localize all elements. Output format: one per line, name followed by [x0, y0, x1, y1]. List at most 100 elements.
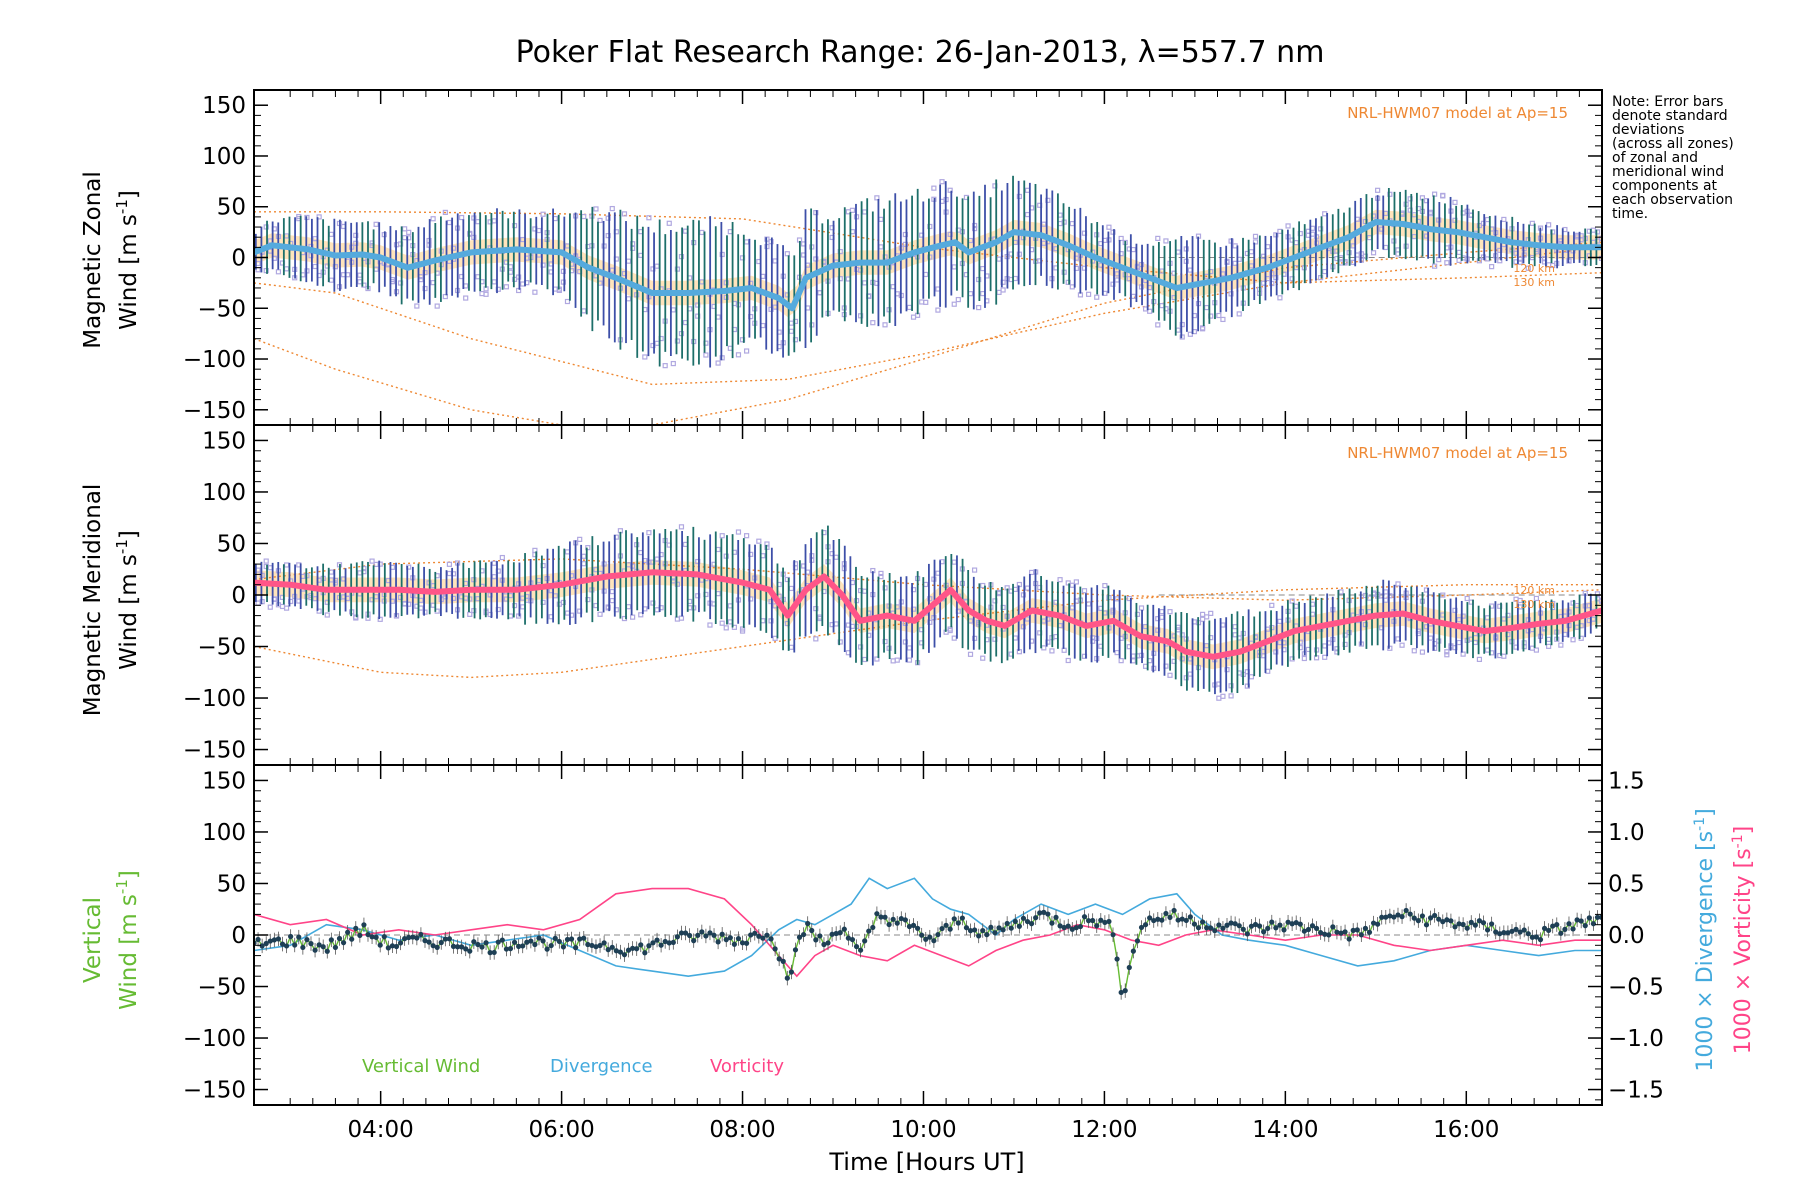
x-tick-label: 14:00 [1252, 1117, 1318, 1143]
vertical-wind-point [849, 936, 856, 943]
zone-sample-point [1252, 233, 1259, 239]
zone-sample-point [739, 626, 746, 632]
vertical-wind-point [1130, 948, 1136, 954]
vertical-wind-point [919, 932, 925, 938]
zone-sample-point [520, 604, 526, 610]
zone-sample-point [316, 214, 322, 220]
vertical-wind-point [1570, 926, 1576, 932]
zone-sample-point [715, 546, 721, 553]
vertical-wind-point [638, 942, 644, 948]
meridional-model-label: NRL-HWM07 model at Ap=15 [1347, 444, 1568, 462]
zone-sample-point [1444, 652, 1450, 658]
vertical-wind-point [577, 936, 583, 942]
vertical-wind-point [1594, 914, 1601, 920]
zone-sample-point [1322, 643, 1328, 649]
vertical-wind-point [902, 917, 908, 923]
vertical-wind-point [418, 931, 424, 938]
zone-sample-point [906, 657, 913, 663]
vertical-wind-point [691, 938, 697, 944]
zone-sample-point [906, 304, 913, 311]
vertical-wind-point [1370, 920, 1377, 926]
zone-sample-point [670, 360, 676, 367]
zone-sample-point [1387, 593, 1393, 599]
zone-sample-point [813, 605, 819, 612]
vertical-wind-point [511, 939, 518, 945]
note-line: components at [1612, 178, 1718, 194]
vertical-wind-point [450, 943, 457, 949]
zone-sample-point [833, 621, 839, 627]
x-axis-label: Time [Hours UT] [828, 1148, 1024, 1176]
zone-sample-point [650, 266, 656, 272]
vertical-wind-point [1155, 916, 1161, 922]
zone-sample-point [1179, 632, 1185, 638]
meridional-ylabel-line1: Magnetic Meridional [80, 484, 106, 717]
zone-sample-point [744, 533, 750, 539]
divergence-ylabel-text: 1000 × Divergence [s-1] [1692, 808, 1718, 1071]
zone-sample-point [744, 239, 750, 245]
vertical-wind-point [1550, 923, 1556, 929]
zone-sample-point [951, 301, 957, 307]
vertical-wind-point [943, 922, 949, 928]
zone-sample-point [1407, 207, 1413, 213]
y2-tick-label: 0.5 [1608, 871, 1645, 897]
zone-sample-point [772, 635, 778, 641]
vertical-wind-point [430, 943, 436, 949]
zone-sample-point [1318, 226, 1324, 232]
zone-sample-point [923, 299, 929, 305]
zone-sample-point [581, 213, 587, 220]
vertical-wind-point [1375, 921, 1381, 927]
meridional-altitude-label: 120 km [1513, 584, 1555, 597]
zone-sample-point [625, 296, 632, 302]
vertical-wind-point [959, 915, 965, 921]
y-tick-label: −150 [183, 738, 246, 764]
zone-sample-point [1293, 240, 1299, 246]
meridional-ylabel: Magnetic Meridional Wind [m s-1] [80, 484, 142, 717]
zone-sample-point [910, 314, 917, 320]
zone-sample-point [719, 533, 725, 539]
vertical-wind-point [727, 935, 733, 941]
zone-sample-point [357, 279, 363, 285]
vertical-wind-point [809, 927, 815, 934]
vertical-wind-point [723, 937, 729, 943]
vertical-wind-point [992, 930, 998, 936]
vertical-wind-point [1106, 918, 1112, 925]
vertical-wind-point [609, 944, 615, 950]
zone-sample-point [703, 352, 709, 358]
vertical-wind-point [1537, 937, 1544, 943]
zone-sample-point [267, 604, 273, 610]
vertical-wind-point [792, 947, 799, 953]
vertical-wind-point [475, 941, 481, 948]
vertical-wind-point [971, 927, 978, 933]
zone-sample-point [491, 574, 497, 580]
vertical-wind-point [1037, 910, 1043, 916]
zone-sample-point [862, 280, 868, 286]
vertical-wind-point [581, 935, 587, 941]
vertical-wind-point [910, 922, 917, 928]
vertical-wind-point [1134, 938, 1141, 944]
vertical-wind-point [491, 949, 497, 956]
vertical-wind-point [328, 937, 334, 943]
zone-sample-point [1179, 656, 1185, 662]
vertical-wind-point [858, 947, 864, 953]
vertical-wind-point [1020, 915, 1027, 921]
vertical-wind-point [349, 936, 355, 942]
vertical-wind-point [1277, 922, 1283, 928]
vertical-wind-point [780, 958, 786, 964]
vertical-wind-point [1480, 920, 1487, 926]
vorticity-ylabel: 1000 × Vorticity [s-1] [1730, 826, 1756, 1054]
zone-sample-point [788, 328, 794, 334]
vertical-wind-point [963, 925, 970, 931]
zone-sample-point [1590, 227, 1597, 233]
zone-sample-point [837, 276, 843, 282]
vertical-wind-point [829, 931, 835, 937]
zone-sample-point [605, 233, 611, 239]
note-block: Note: Error bars denote standard deviati… [1612, 94, 1734, 222]
zone-sample-point [446, 561, 453, 567]
zone-sample-point [353, 232, 359, 238]
zone-sample-point [1220, 316, 1226, 323]
vertical-wind-point [894, 920, 900, 926]
zone-sample-point [609, 588, 615, 595]
vertical-wind-point [1521, 927, 1527, 933]
vertical-wind-point [613, 948, 619, 954]
